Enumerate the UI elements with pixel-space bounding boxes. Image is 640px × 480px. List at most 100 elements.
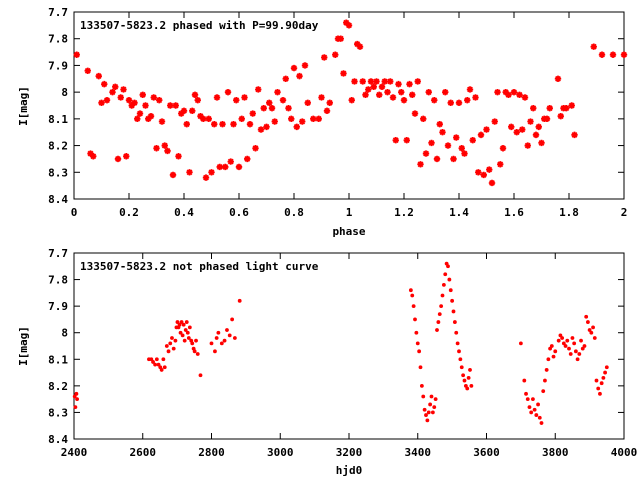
x-tick-label: 1.4 (449, 206, 469, 219)
y-axis-ticks: 7.7 7.8 7.9 8 8.1 8.2 8.3 8.4 (48, 247, 624, 446)
data-point (620, 51, 628, 58)
data-point (408, 288, 413, 293)
data-point (189, 107, 196, 115)
data-point (184, 320, 189, 324)
data-point (310, 115, 317, 123)
data-point (321, 54, 328, 61)
data-point (414, 78, 421, 85)
data-point (389, 94, 397, 101)
x-tick-label: 2 (621, 206, 628, 219)
data-point (359, 78, 366, 85)
data-point (442, 88, 449, 96)
data-point (450, 155, 457, 163)
data-point (428, 139, 435, 147)
data-point (433, 397, 438, 402)
data-point (414, 330, 419, 335)
data-point (458, 357, 463, 362)
data-point (172, 102, 179, 109)
data-point (543, 115, 551, 123)
data-point (120, 86, 127, 93)
data-point (219, 341, 224, 346)
x-tick-label: 4000 (611, 446, 638, 459)
data-point (387, 78, 394, 85)
data-point (466, 375, 471, 380)
data-point (452, 320, 457, 324)
data-point (469, 383, 474, 388)
data-point (563, 104, 570, 112)
data-point (436, 121, 443, 128)
data-point (480, 171, 487, 179)
data-point (573, 349, 578, 354)
y-tick-label: 8.4 (48, 193, 68, 206)
y-axis-label: I[mag] (17, 326, 30, 366)
data-point (447, 277, 452, 282)
data-point (166, 349, 171, 354)
data-point (589, 330, 594, 335)
data-point (194, 96, 201, 104)
data-point (95, 72, 102, 80)
data-point (532, 407, 537, 412)
data-point (139, 91, 146, 99)
data-point (162, 365, 167, 370)
data-point (406, 80, 413, 88)
data-point (304, 99, 311, 107)
data-point (101, 80, 108, 88)
data-point (370, 83, 377, 90)
data-point (464, 96, 471, 104)
y-axis-ticks: 7.7 7.8 7.9 8 8.1 8.2 8.3 8.4 (48, 6, 624, 206)
data-point (572, 341, 577, 346)
y-tick-label: 8 (61, 327, 68, 340)
data-point (421, 394, 426, 399)
data-point (134, 115, 141, 123)
data-point (428, 402, 433, 407)
data-point (592, 336, 597, 340)
data-point (422, 150, 430, 157)
data-point (260, 104, 267, 112)
data-point (123, 153, 130, 160)
data-point (486, 166, 493, 173)
data-point (554, 75, 562, 82)
data-point (109, 88, 116, 96)
y-axis-label: I[mag] (17, 86, 30, 126)
data-point (557, 112, 564, 120)
data-point (171, 346, 176, 351)
data-point (365, 86, 372, 93)
data-point (362, 91, 369, 99)
x-tick-label: 0 (71, 206, 78, 219)
phased-light-curve-chart: 0 0.2 0.4 0.6 0.8 1 1.2 1.4 1.6 1.8 2 7.7 7.8 7.9 8 8.… (17, 6, 627, 238)
data-point (524, 391, 528, 396)
data-point (238, 115, 245, 123)
data-point (178, 110, 185, 117)
data-point (249, 110, 256, 117)
data-point (440, 293, 445, 298)
data-point (197, 112, 204, 120)
data-point (461, 373, 466, 378)
data-point (521, 94, 529, 101)
data-point (535, 123, 542, 131)
data-point (432, 405, 437, 410)
data-point (537, 415, 542, 420)
data-point (288, 115, 295, 123)
data-point (430, 410, 435, 415)
data-point (544, 368, 549, 372)
data-point (186, 336, 191, 340)
data-point (453, 134, 460, 141)
data-point (598, 391, 602, 396)
data-point (208, 169, 215, 176)
y-tick-label: 7.8 (48, 274, 68, 287)
data-point (502, 88, 509, 96)
x-tick-label: 1.2 (394, 206, 414, 219)
data-point (266, 99, 273, 107)
data-point (417, 349, 422, 354)
data-point (426, 410, 431, 415)
data-point (202, 174, 210, 181)
data-point (459, 365, 464, 370)
data-point (190, 341, 195, 346)
data-point (494, 88, 501, 96)
data-point (398, 88, 405, 96)
data-point (257, 126, 265, 133)
data-point (582, 344, 587, 348)
data-point (87, 150, 94, 157)
chart-title: 133507-5823.2 not phased light curve (80, 260, 319, 273)
data-point (384, 88, 391, 96)
